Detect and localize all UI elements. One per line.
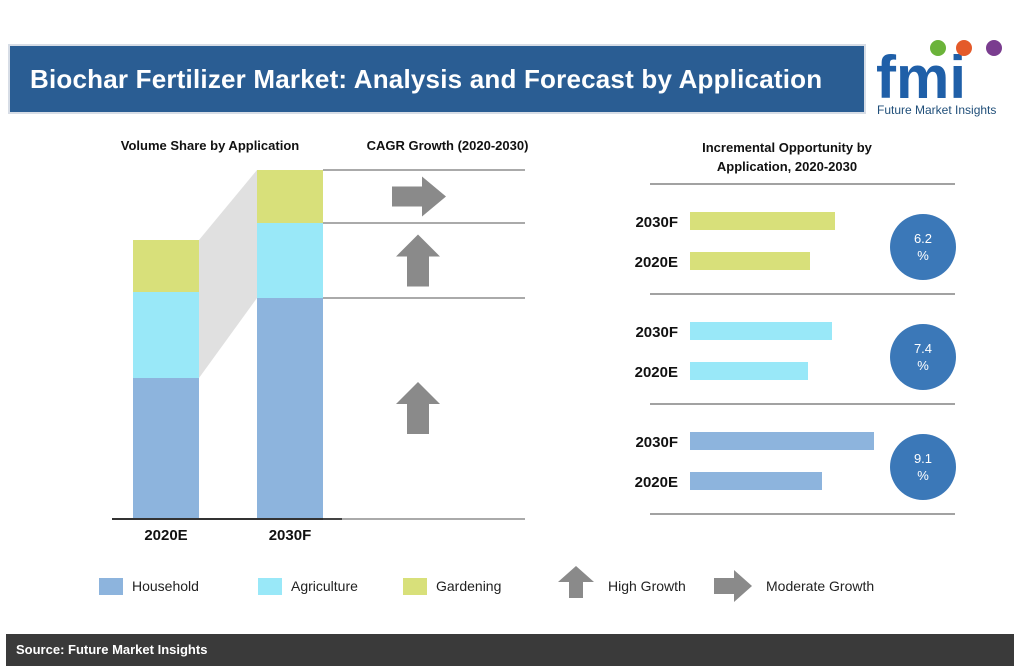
legend-label-high-growth: High Growth (608, 578, 686, 594)
bar-agriculture-2020E (133, 292, 199, 378)
bar-household-2030F (257, 298, 323, 518)
bar-gardening-2020E (133, 240, 199, 292)
cagr-circle-household: 9.1% (890, 434, 956, 500)
title-banner: Biochar Fertilizer Market: Analysis and … (8, 44, 866, 114)
cagr-circle-agriculture: 7.4% (890, 324, 956, 390)
bar-household-2020E (133, 378, 199, 518)
cagr-value: 6.2 (913, 231, 933, 246)
cagr-value: 7.4 (913, 341, 933, 356)
logo-leaf-icon (930, 40, 946, 56)
bar-gardening-2030F (690, 212, 835, 230)
legend-label-agriculture: Agriculture (291, 578, 358, 594)
logo-subtitle: Future Market Insights (877, 103, 997, 117)
bar-gardening-2020E (690, 252, 810, 270)
volume-share-header: Volume Share by Application (120, 138, 300, 153)
legend-label-household: Household (132, 578, 199, 594)
cagr-unit: % (917, 248, 929, 263)
y-tick-label-2030F: 2030F (635, 324, 678, 341)
bar-agriculture-2030F (690, 322, 832, 340)
legend-label-gardening: Gardening (436, 578, 502, 594)
incremental-opportunity-chart: 2030F 2020E 2030F 2020E 2030F 2020E (635, 183, 955, 515)
bar-household-2020E (690, 472, 822, 490)
legend-swatch-gardening (403, 578, 427, 595)
source-footer: Source: Future Market Insights (6, 634, 1014, 666)
x-tick-label-2020E: 2020E (144, 527, 187, 544)
cagr-arrow-agriculture (396, 234, 440, 287)
y-tick-label-2020E: 2020E (635, 254, 678, 271)
moderate-growth-arrow-icon (714, 570, 752, 602)
y-tick-label-2020E: 2020E (635, 364, 678, 381)
y-tick-label-2030F: 2030F (635, 434, 678, 451)
bar-agriculture-2030F (257, 223, 323, 298)
logo-brand: fmi (876, 44, 966, 111)
high-growth-arrow-icon (558, 566, 594, 598)
legend-swatch-household (99, 578, 123, 595)
bar-household-2030F (690, 432, 874, 450)
logo-person-icon (956, 40, 972, 56)
cagr-arrow-gardening (392, 176, 446, 217)
cagr-arrow-household (396, 382, 440, 434)
cagr-header: CAGR Growth (2020-2030) (366, 138, 529, 153)
fmi-logo: fmi (876, 40, 1002, 111)
y-tick-label-2030F: 2030F (635, 214, 678, 231)
cagr-unit: % (917, 468, 929, 483)
legend-label-moderate-growth: Moderate Growth (766, 578, 875, 594)
bar-connector (199, 170, 257, 378)
legend-swatch-agriculture (258, 578, 282, 595)
stacked-volume-chart: 2020E 2030F (112, 169, 525, 544)
logo-globe-icon (986, 40, 1002, 56)
cagr-value: 9.1 (913, 451, 933, 466)
cagr-unit: % (917, 358, 929, 373)
bar-agriculture-2020E (690, 362, 808, 380)
page-title: Biochar Fertilizer Market: Analysis and … (30, 63, 823, 94)
bar-gardening-2030F (257, 170, 323, 223)
incremental-header: Incremental Opportunity by Application, … (702, 140, 872, 174)
y-tick-label-2020E: 2020E (635, 474, 678, 491)
cagr-circle-gardening: 6.2% (890, 214, 956, 280)
x-tick-label-2030F: 2030F (269, 527, 312, 544)
